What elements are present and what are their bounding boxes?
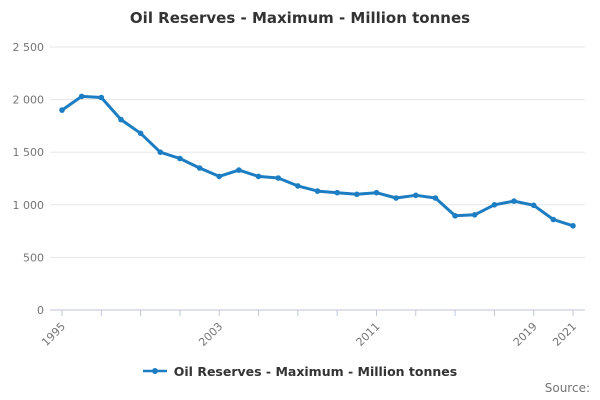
data-point[interactable] (98, 94, 105, 101)
data-point[interactable] (216, 173, 222, 180)
data-point[interactable] (530, 202, 537, 209)
data-point[interactable] (354, 191, 360, 198)
x-tick-label: 1995 (39, 320, 68, 349)
source-label: Source: (544, 381, 590, 395)
y-tick-label: 2 500 (13, 41, 45, 54)
legend-marker-icon (142, 368, 167, 374)
data-point[interactable] (393, 195, 399, 201)
y-tick-label: 1 000 (13, 199, 45, 212)
data-point[interactable] (550, 216, 557, 223)
data-point[interactable] (511, 198, 517, 204)
data-point[interactable] (452, 213, 458, 219)
data-point[interactable] (78, 93, 85, 100)
data-point[interactable] (118, 116, 124, 123)
data-point[interactable] (432, 195, 439, 201)
y-tick-label: 0 (37, 304, 44, 317)
data-point[interactable] (196, 165, 203, 171)
data-point[interactable] (137, 130, 144, 137)
x-tick-label: 2003 (196, 320, 225, 349)
data-point[interactable] (491, 202, 498, 208)
data-point[interactable] (314, 188, 321, 194)
legend-label: Oil Reserves - Maximum - Million tonnes (173, 363, 458, 379)
data-point[interactable] (255, 173, 262, 180)
data-point[interactable] (334, 189, 341, 196)
data-point[interactable] (177, 155, 183, 162)
data-point[interactable] (295, 183, 301, 189)
line-chart: 0 500 1 000 1 500 2 000 2 500 1995 2003 2011 2019… (13, 41, 585, 349)
x-tick-label: 2019 (511, 320, 540, 349)
data-point[interactable] (157, 149, 164, 155)
legend-item[interactable]: Oil Reserves - Maximum - Million tonnes (0, 361, 600, 381)
data-point[interactable] (413, 192, 419, 199)
data-point[interactable] (570, 223, 576, 229)
y-tick-label: 500 (23, 251, 44, 264)
data-point[interactable] (59, 107, 65, 113)
data-point[interactable] (471, 212, 478, 218)
data-point[interactable] (373, 189, 380, 196)
chart-title: Oil Reserves - Maximum - Million tonnes (129, 9, 471, 27)
x-tick-label: 2011 (354, 320, 383, 349)
y-tick-label: 2 000 (13, 94, 45, 107)
data-point[interactable] (236, 167, 242, 173)
data-point[interactable] (275, 175, 282, 181)
x-tick-label: 2021 (550, 320, 579, 349)
y-tick-label: 1 500 (13, 146, 45, 159)
legend-marker-dot (151, 368, 158, 374)
